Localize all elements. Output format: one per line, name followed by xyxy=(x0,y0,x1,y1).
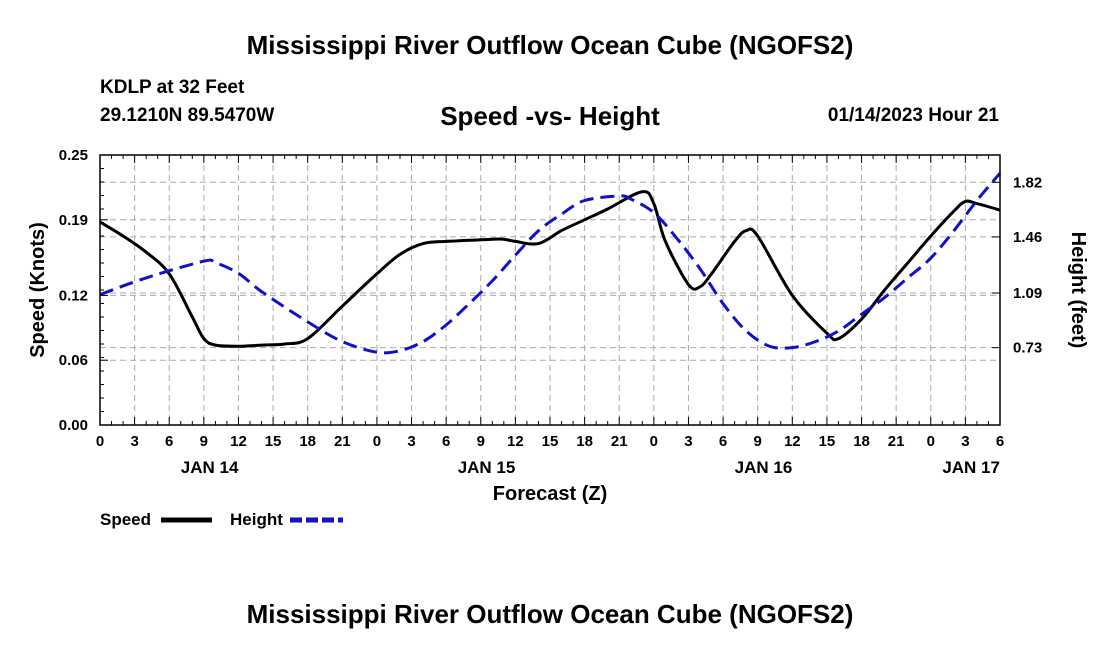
right-axis-labels: 0.73 1.09 1.46 1.82 xyxy=(1013,174,1042,356)
station-coordinates: 29.1210N 89.5470W xyxy=(100,105,275,126)
chart-subtitle: Speed -vs- Height xyxy=(440,101,660,131)
series-line-speed xyxy=(99,190,1001,348)
y-tick-label: 0.19 xyxy=(59,212,88,229)
left-axis-labels: 0.00 0.06 0.12 0.19 0.25 xyxy=(59,147,88,434)
grid-lines xyxy=(100,155,1000,425)
y2-tick-label: 1.09 xyxy=(1013,285,1042,302)
y2-tick-label: 0.73 xyxy=(1013,340,1042,357)
legend-label-speed: Speed xyxy=(100,510,151,529)
chart-main-title: Mississippi River Outflow Ocean Cube (NG… xyxy=(246,30,854,60)
legend-label-height: Height xyxy=(230,510,283,529)
x-tick-label: 6 xyxy=(442,433,450,450)
y2-tick-label: 1.46 xyxy=(1013,229,1042,246)
x-tick-label: 9 xyxy=(477,433,485,450)
y-tick-label: 0.06 xyxy=(59,352,88,369)
y2-tick-label: 1.82 xyxy=(1013,174,1042,191)
x-tick-label: 9 xyxy=(200,433,208,450)
x-tick-label: 21 xyxy=(334,433,351,450)
x-tick-label: 18 xyxy=(853,433,870,450)
x-tick-label: 6 xyxy=(996,433,1004,450)
day-label: JAN 14 xyxy=(181,458,239,477)
x-tick-label: 0 xyxy=(373,433,381,450)
day-label: JAN 16 xyxy=(735,458,793,477)
y-tick-label: 0.12 xyxy=(59,287,88,304)
x-tick-label: 3 xyxy=(961,433,969,450)
axis-ticks xyxy=(99,154,1001,426)
x-tick-label: 6 xyxy=(165,433,173,450)
x-tick-label: 15 xyxy=(819,433,836,450)
x-tick-label: 3 xyxy=(130,433,138,450)
x-tick-label: 18 xyxy=(576,433,593,450)
x-tick-label: 0 xyxy=(96,433,104,450)
y-tick-label: 0.25 xyxy=(59,147,88,164)
x-tick-label: 6 xyxy=(719,433,727,450)
x-axis-title: Forecast (Z) xyxy=(493,483,607,505)
y-tick-label: 0.00 xyxy=(59,417,88,434)
x-tick-label: 15 xyxy=(542,433,559,450)
right-axis-title: Height (feet) xyxy=(1067,232,1089,349)
x-tick-label: 18 xyxy=(299,433,316,450)
x-tick-label: 0 xyxy=(650,433,658,450)
left-axis-title: Speed (Knots) xyxy=(27,222,49,358)
day-labels: JAN 14 JAN 15 JAN 16 JAN 17 xyxy=(181,458,1000,477)
x-tick-label: 12 xyxy=(784,433,801,450)
day-label: JAN 17 xyxy=(942,458,1000,477)
x-tick-label: 12 xyxy=(230,433,247,450)
x-tick-label: 9 xyxy=(754,433,762,450)
series-line-height xyxy=(99,172,1002,355)
day-label: JAN 15 xyxy=(458,458,516,477)
x-tick-label: 3 xyxy=(407,433,415,450)
station-label: KDLP at 32 Feet xyxy=(100,77,245,98)
legend: Speed Height xyxy=(100,510,343,529)
forecast-run-time: 01/14/2023 Hour 21 xyxy=(827,105,999,126)
x-tick-label: 21 xyxy=(611,433,628,450)
x-tick-label: 15 xyxy=(265,433,282,450)
series-layer xyxy=(99,172,1002,355)
x-tick-label: 12 xyxy=(507,433,524,450)
x-axis-labels: 0 3 6 9 12 15 18 21 0 3 6 9 12 15 18 21 0 3 6 9 12 15 18 21 0 3 6 xyxy=(96,433,1004,450)
x-tick-label: 0 xyxy=(927,433,935,450)
x-tick-label: 3 xyxy=(684,433,692,450)
footer-title: Mississippi River Outflow Ocean Cube (NG… xyxy=(246,599,854,629)
x-tick-label: 21 xyxy=(888,433,905,450)
